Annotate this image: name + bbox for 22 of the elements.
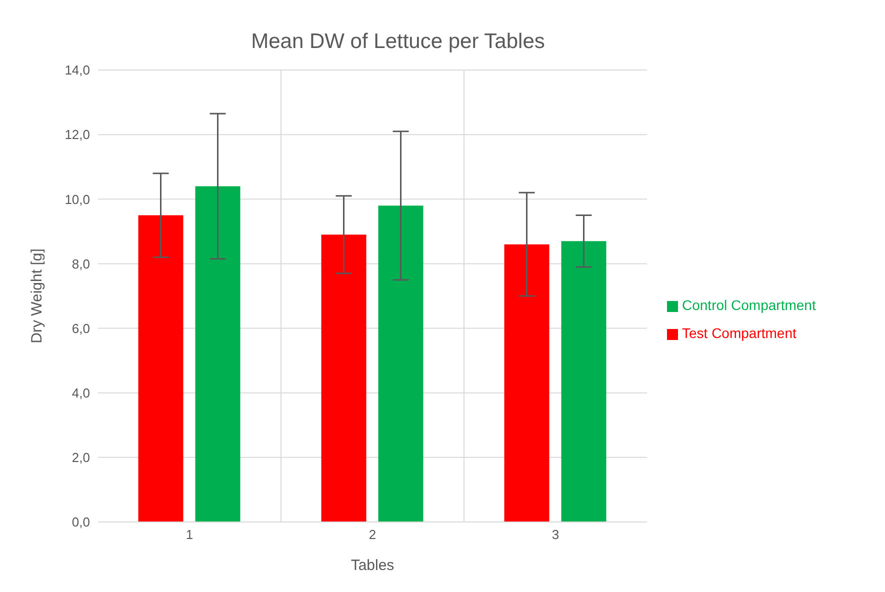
bar xyxy=(138,215,184,522)
bar xyxy=(504,244,550,522)
y-axis-title: Dry Weight [g] xyxy=(28,248,46,344)
x-tick-label: 1 xyxy=(186,527,194,542)
x-tick-label: 2 xyxy=(368,527,376,542)
x-axis-title: Tables xyxy=(350,557,394,574)
chart-title: Mean DW of Lettuce per Tables xyxy=(250,29,546,54)
bar xyxy=(378,206,424,522)
legend-label: Test Compartment xyxy=(682,325,796,341)
bar xyxy=(561,241,606,522)
y-tick-label: 2,0 xyxy=(72,450,90,466)
y-tick-label: 8,0 xyxy=(72,256,90,272)
legend-label: Control Compartment xyxy=(682,297,816,313)
y-tick-label: 0,0 xyxy=(72,514,90,530)
y-tick-label: 12,0 xyxy=(64,127,90,142)
y-tick-label: 14,0 xyxy=(64,62,90,78)
y-tick-label: 4,0 xyxy=(72,385,90,400)
bar xyxy=(195,186,240,522)
y-tick-label: 6,0 xyxy=(72,320,90,336)
x-tick-label: 3 xyxy=(552,527,560,542)
y-tick-label: 10,0 xyxy=(64,192,90,207)
bar xyxy=(321,234,366,522)
